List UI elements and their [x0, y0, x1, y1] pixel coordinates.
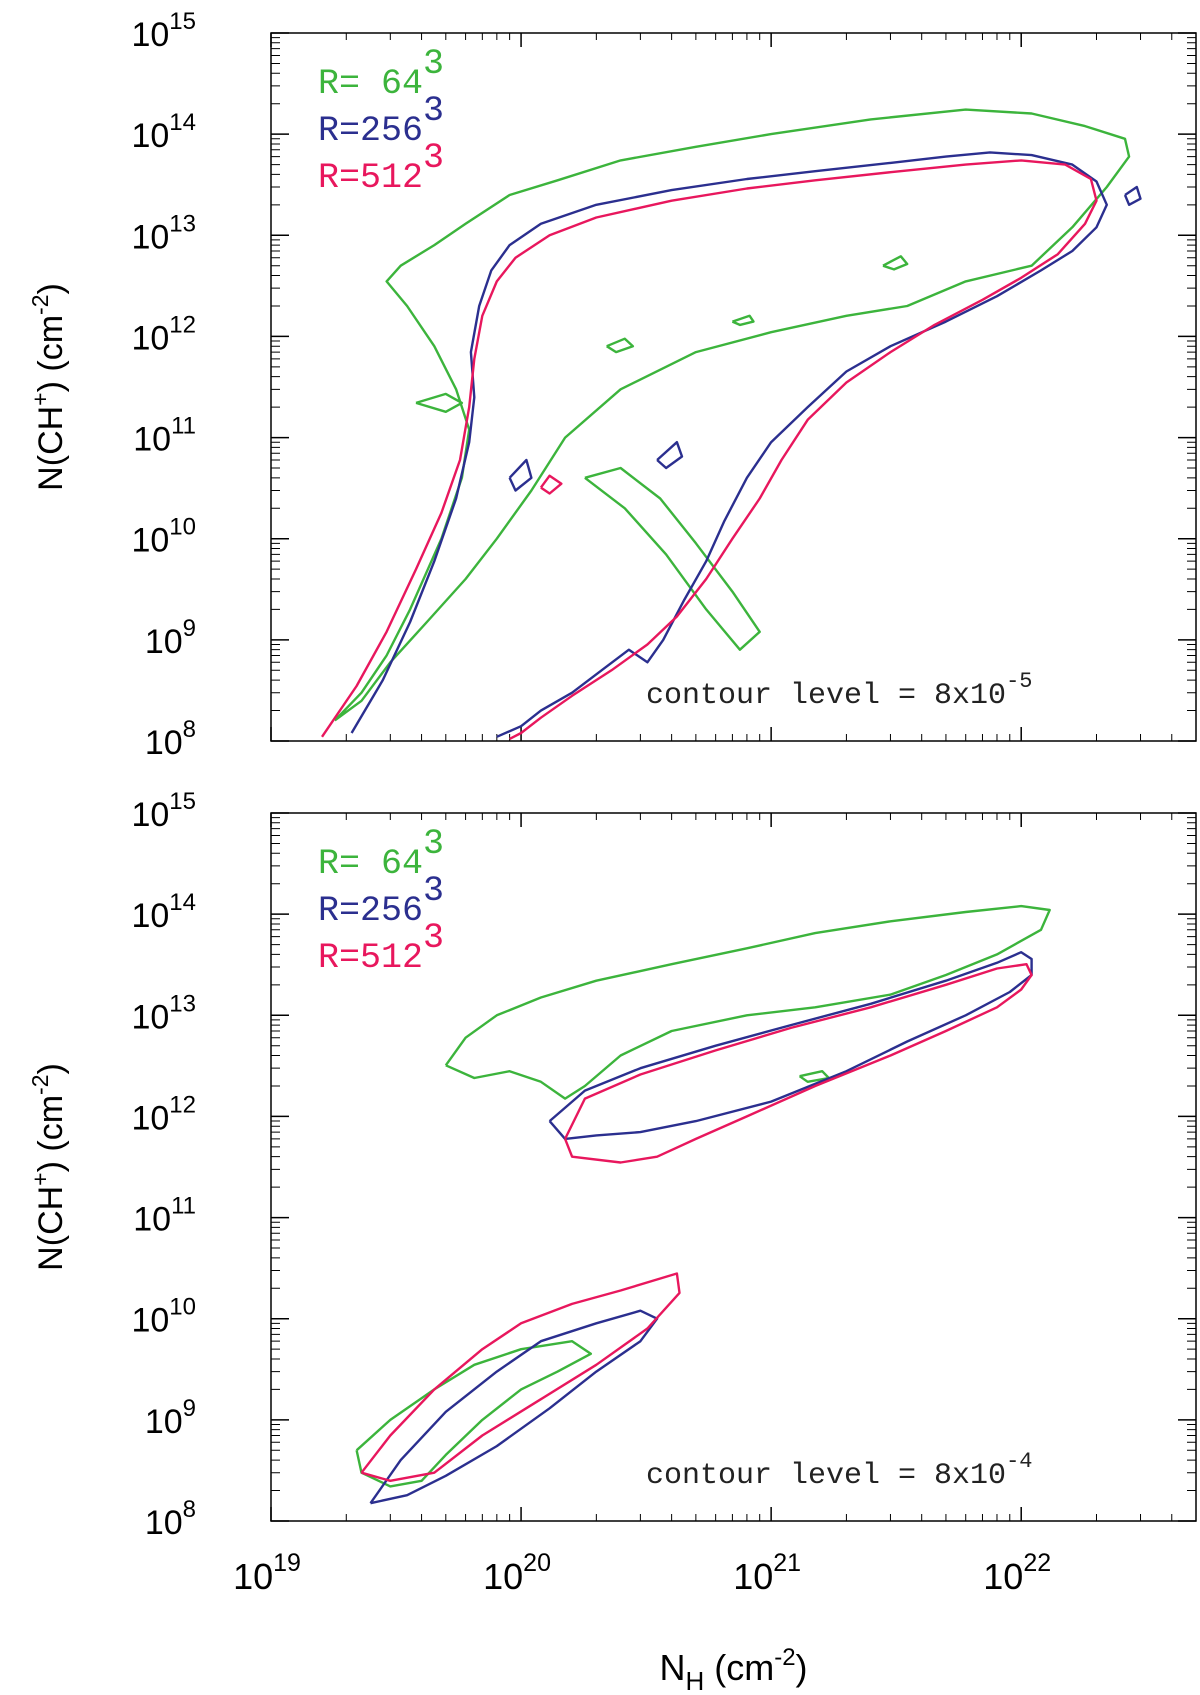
- contour-line: [360, 1272, 681, 1482]
- x-tick-label: 1021: [733, 1549, 801, 1597]
- series-r512: [360, 963, 1033, 1482]
- y-tick-label: 1015: [131, 8, 196, 54]
- y-axis-title: N(CH+) (cm-2): [27, 1063, 70, 1271]
- legend-entry: R=2563: [318, 91, 444, 151]
- y-tick-label: 1015: [131, 788, 196, 834]
- legend-entry: R=2563: [318, 871, 444, 931]
- legend-entry: R= 643: [318, 824, 444, 884]
- series-r64: [333, 108, 1131, 722]
- contour-line: [321, 159, 1098, 740]
- contour-line: [508, 458, 533, 492]
- x-tick-label: 1022: [983, 1549, 1051, 1597]
- legend-entry: R=5123: [318, 918, 444, 978]
- legend-entry: R=5123: [318, 138, 444, 198]
- y-tick-label: 108: [145, 1496, 196, 1542]
- series-r512: [321, 159, 1098, 740]
- y-tick-label: 109: [145, 615, 196, 661]
- y-tick-label: 1014: [131, 889, 196, 935]
- y-axis-title: N(CH+) (cm-2): [27, 283, 70, 491]
- contour-line: [882, 255, 909, 271]
- y-tick-label: 1011: [133, 413, 196, 459]
- contour-line: [563, 963, 1033, 1164]
- contour-line: [1123, 185, 1142, 206]
- plot-frame: [270, 32, 1197, 742]
- panel-top: 108 109 1010 1011 1012 1013 1014 1015 N(CH+) (cm…: [27, 8, 1197, 762]
- contour-line: [415, 392, 464, 413]
- y-tick-label: 108: [145, 716, 196, 762]
- contour-level-annotation: contour level = 8x10-4: [646, 1449, 1032, 1493]
- contour-level-annotation: contour level = 8x10-5: [646, 669, 1032, 713]
- y-tick-label: 1012: [131, 1091, 196, 1137]
- y-tick-label: 109: [145, 1395, 196, 1441]
- contour-line: [731, 314, 755, 327]
- y-tick-label: 1010: [131, 1294, 196, 1340]
- plot-frame: [270, 812, 1197, 1522]
- x-axis-title: NH (cm-2): [659, 1644, 807, 1695]
- series-r256: [350, 151, 1142, 738]
- contour-line: [355, 1340, 592, 1488]
- panel-bottom: 108 109 1010 1011 1012 1013 1014 1015 N(CH+) (cm…: [27, 788, 1197, 1542]
- minor-ticks: [271, 813, 1197, 1521]
- contour-line: [539, 474, 563, 495]
- y-tick-label: 1014: [131, 109, 196, 155]
- y-tick-label: 1013: [131, 210, 196, 256]
- y-tick-label: 1012: [131, 311, 196, 357]
- x-tick-label: 1019: [233, 1549, 301, 1597]
- contour-line: [584, 466, 761, 651]
- contour-line: [606, 337, 635, 354]
- contour-line: [444, 904, 1051, 1100]
- legend-entry: R= 643: [318, 44, 444, 104]
- y-tick-label: 1011: [133, 1193, 196, 1239]
- x-tick-label: 1020: [483, 1549, 551, 1597]
- contour-line: [369, 1309, 659, 1505]
- y-tick-label: 1013: [131, 990, 196, 1036]
- minor-ticks: [271, 33, 1197, 741]
- contour-line: [333, 108, 1131, 722]
- y-tick-label: 1010: [131, 514, 196, 560]
- contour-line: [656, 441, 684, 470]
- contour-line: [350, 151, 1108, 738]
